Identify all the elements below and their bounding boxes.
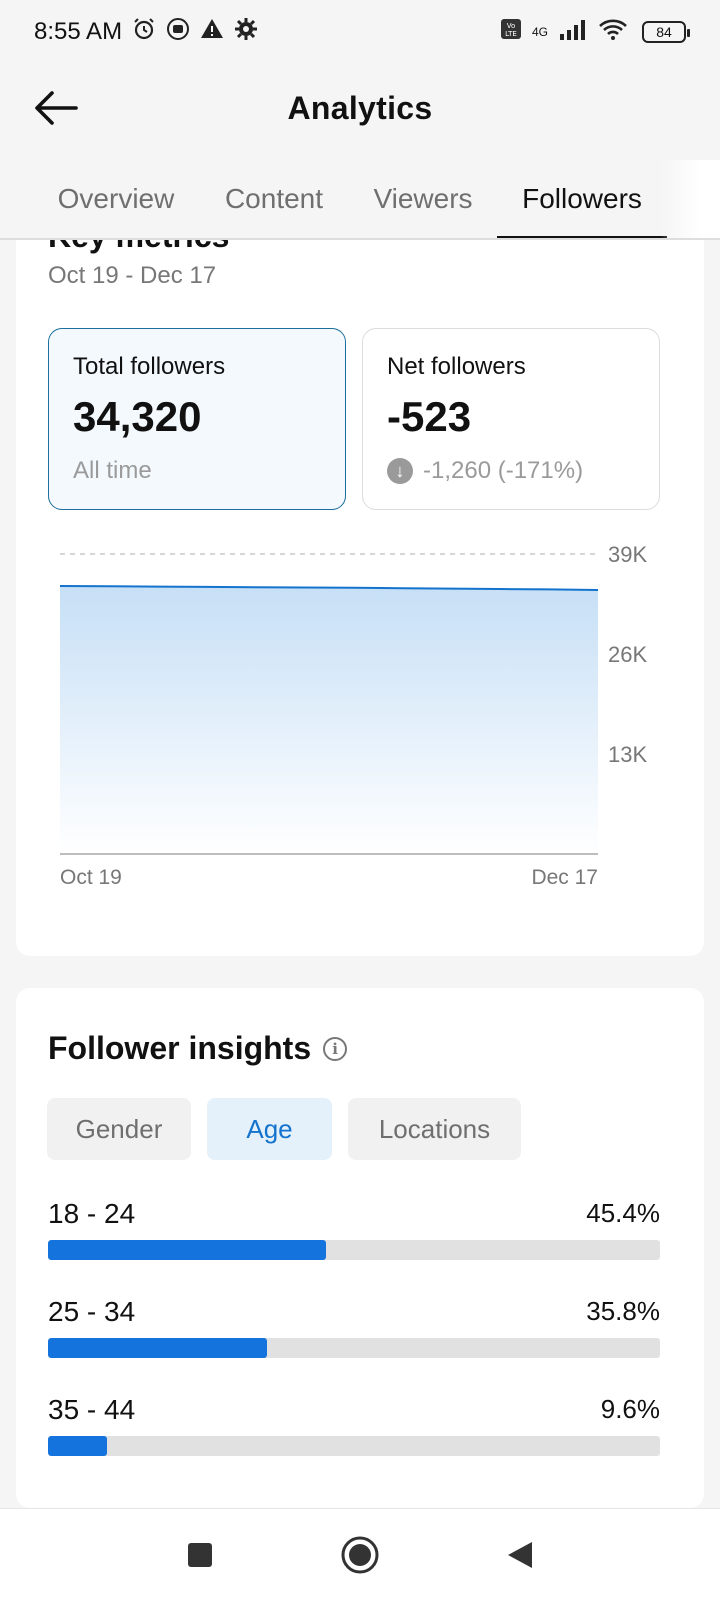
info-icon[interactable]: i	[323, 1036, 348, 1061]
pill-age[interactable]: Age	[207, 1098, 332, 1160]
age-percent: 9.6%	[600, 1394, 660, 1424]
insights-title: Follower insights	[48, 1030, 312, 1066]
net-followers-card[interactable]: Net followers -523 ↓ -1,260 (-171%)	[362, 328, 660, 510]
insights-header: Follower insights i	[48, 1030, 348, 1067]
age-row: 35 - 44 9.6%	[48, 1394, 660, 1464]
svg-text:Vo: Vo	[507, 22, 516, 30]
tab-bar: Overview Content Viewers Followers L	[0, 160, 720, 240]
age-label: 35 - 44	[48, 1394, 136, 1425]
title-clip: Key metrics	[16, 240, 704, 280]
arrow-down-circle-icon: ↓	[387, 458, 413, 484]
key-metrics-title: Key metrics	[48, 240, 229, 255]
svg-text:LTE: LTE	[505, 30, 517, 38]
followers-chart: 39K 26K 13K Oct 19 Dec 17	[16, 530, 704, 910]
age-percent: 35.8%	[586, 1296, 660, 1326]
total-followers-sub: All time	[73, 457, 152, 484]
y-tick-label-0: 39K	[608, 542, 647, 567]
network-type: 4G	[531, 25, 548, 39]
alarm-icon	[132, 17, 156, 47]
status-time: 8:55 AM	[34, 18, 123, 45]
chart-area	[60, 586, 598, 854]
warning-icon	[200, 17, 224, 47]
net-followers-value: -523	[387, 393, 472, 440]
pill-gender[interactable]: Gender	[47, 1098, 191, 1160]
home-icon	[341, 1536, 379, 1573]
age-bar-track	[48, 1436, 660, 1456]
battery-icon: 84	[642, 21, 690, 43]
age-row: 18 - 24 45.4%	[48, 1198, 660, 1268]
arrow-left-icon	[35, 91, 78, 125]
back-triangle-icon	[508, 1541, 532, 1568]
tab-content[interactable]: Content	[224, 183, 324, 214]
notification-icon	[166, 17, 190, 47]
age-percent: 45.4%	[586, 1198, 660, 1228]
tab-followers[interactable]: Followers	[497, 160, 667, 238]
battery-level: 84	[656, 24, 672, 40]
age-row: 25 - 34 35.8%	[48, 1296, 660, 1366]
age-label: 25 - 34	[48, 1296, 136, 1327]
age-bar-track	[48, 1338, 660, 1358]
total-followers-value: 34,320	[73, 393, 202, 440]
y-tick-label-2: 13K	[608, 742, 647, 767]
net-followers-label: Net followers	[387, 353, 526, 380]
pill-locations[interactable]: Locations	[348, 1098, 521, 1160]
tab-fade-overlay	[660, 160, 720, 238]
wifi-icon	[598, 18, 628, 46]
status-bar: 8:55 AM Vo LTE 4G 84	[0, 0, 720, 64]
chart-line	[59, 585, 599, 591]
signal-icon	[558, 18, 588, 46]
back-nav-button[interactable]	[496, 1531, 544, 1579]
age-bar-fill	[48, 1436, 107, 1456]
back-button[interactable]	[30, 82, 82, 134]
tab-overview[interactable]: Overview	[57, 183, 175, 214]
settings-icon	[234, 17, 258, 47]
tab-viewers[interactable]: Viewers	[373, 183, 473, 214]
age-bar-fill	[48, 1338, 268, 1358]
followers-chart-svg: 39K 26K 13K Oct 19 Dec 17	[59, 542, 647, 889]
x-tick-label-0: Oct 19	[60, 866, 122, 889]
net-followers-change: -1,260 (-171%)	[423, 457, 584, 484]
app-header: Analytics	[0, 64, 720, 152]
date-range: Oct 19 - Dec 17	[48, 262, 217, 289]
total-followers-label: Total followers	[73, 353, 226, 380]
page-title: Analytics	[287, 89, 433, 126]
age-label: 18 - 24	[48, 1198, 136, 1229]
recent-apps-button[interactable]	[176, 1531, 224, 1579]
age-bar-fill	[48, 1240, 326, 1260]
follower-insights-card: Follower insights i Gender Age Locations…	[16, 988, 704, 1508]
y-tick-label-1: 26K	[608, 642, 647, 667]
system-nav-bar	[0, 1508, 720, 1600]
age-bar-track	[48, 1240, 660, 1260]
volte-icon: Vo LTE	[500, 18, 522, 46]
home-button[interactable]	[336, 1531, 384, 1579]
key-metrics-card: Key metrics Oct 19 - Dec 17 Total follow…	[16, 240, 704, 956]
x-tick-label-1: Dec 17	[531, 866, 598, 889]
net-followers-change-row: ↓ -1,260 (-171%)	[387, 457, 635, 485]
recent-apps-icon	[188, 1542, 212, 1567]
total-followers-card[interactable]: Total followers 34,320 All time	[48, 328, 346, 510]
